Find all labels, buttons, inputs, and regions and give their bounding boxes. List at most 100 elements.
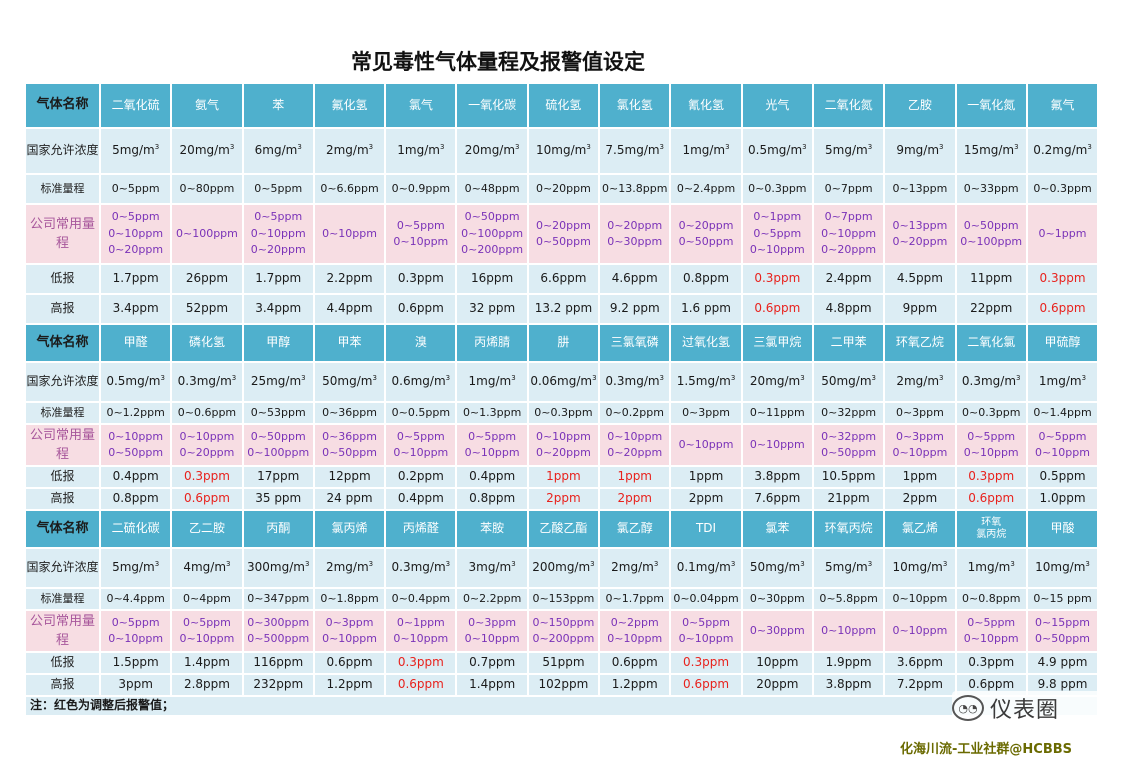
gas-name-header: 气体名称 [24,323,101,363]
unit-exponent: 3 [511,560,516,569]
standard-range-label: 标准量程 [24,587,101,611]
gas-name-cell: 氯气 [384,82,458,129]
gas-name-cell: 过氧化氢 [669,323,743,363]
gas-name-cell: 肼 [526,323,601,363]
standard-range-cell: 0~7ppm [811,173,886,205]
low-alarm-cell: 1ppm [526,465,601,489]
concentration-value: 3mg/m [468,560,512,575]
standard-range-cell: 0~1.8ppm [312,587,387,611]
standard-range-cell: 0~0.6ppm [170,401,244,425]
company-range-value: 0~100ppm [461,226,524,240]
unit-exponent: 3 [1016,374,1021,383]
concentration-cell: 25mg/m3 [241,361,315,403]
low-alarm-cell: 10ppm [740,651,814,675]
gas-name-cell: 二氧化氯 [954,323,1028,363]
company-range-cell: 0~5ppm 0~10ppm [1025,423,1100,467]
unit-exponent: 3 [730,560,736,569]
low-alarm-cell: 2.4ppm [811,263,886,295]
high-alarm-cell: 1.2ppm [312,673,387,697]
concentration-cell: 5mg/m3 [811,547,886,589]
concentration-label-text: 国家允许浓度 [26,374,99,389]
standard-range-cell: 0~13ppm [883,173,957,205]
standard-range-cell: 0~30ppm [740,587,814,611]
company-range-value: 0~50ppm [821,446,877,459]
high-alarm-cell: 3ppm [98,673,173,697]
company-range-cell: 0~2ppm 0~10ppm [598,609,672,653]
company-range-cell: 0~50ppm 0~100ppm [241,423,315,467]
high-alarm-cell: 2ppm [669,487,743,511]
standard-range-cell: 0~5ppm [98,173,173,205]
gas-name-cell: 一氧化氮 [954,82,1028,129]
concentration-value: 0.6mg/m [391,374,446,389]
concentration-value: 50mg/m [821,374,872,389]
standard-range-cell: 0~32ppm [811,401,886,425]
company-range-cell: 0~5ppm 0~10ppm [384,423,458,467]
gas-name-cell: 光气 [740,82,814,129]
company-range-value: 0~13ppm [892,218,948,232]
high-alarm-cell: 52ppm [170,293,244,325]
high-alarm-cell: 24 ppm [312,487,387,511]
standard-range-row: 标准量程 0~5ppm 0~80ppm 0~5ppm 0~6.6ppm 0~0.9ppm 0… [24,173,1100,205]
company-range-value: 0~5ppm [182,615,231,629]
company-range-value: 0~20ppm [678,218,734,232]
unit-exponent: 3 [368,143,374,152]
company-range-value: 0~1ppm [753,210,802,224]
company-range-cell: 0~5ppm 0~10ppm 0~20ppm [241,203,315,265]
unit-exponent: 3 [867,560,873,569]
unit-exponent: 3 [942,560,948,569]
standard-range-cell: 0~20ppm [526,173,601,205]
concentration-cell: 0.6mg/m3 [384,361,458,403]
standard-range-cell: 0~1.2ppm [98,401,173,425]
high-alarm-cell: 35 ppm [241,487,315,511]
concentration-label-text: 国家允许浓度 [26,143,99,158]
concentration-cell: 10mg/m3 [526,127,601,175]
concentration-value: 7.5mg/m [605,143,660,158]
company-range-cell: 0~50ppm 0~100ppm [954,203,1028,265]
company-range-value: 0~10ppm [749,243,805,257]
low-alarm-label: 低报 [24,465,101,489]
gas-name-cell: 甲醇 [241,323,315,363]
gas-name-header: 气体名称 [24,82,101,129]
company-range-value: 0~20ppm [535,446,591,459]
low-alarm-label: 低报 [24,651,101,675]
company-range-cell: 0~300ppm 0~500ppm [241,609,315,653]
unit-exponent: 3 [231,374,237,383]
concentration-cell: 2mg/m3 [312,127,387,175]
gas-name-cell: 甲酸 [1025,509,1100,549]
gas-name-cell: 甲醛 [98,323,173,363]
concentration-cell: 1.5mg/m3 [669,361,743,403]
high-alarm-cell: 4.8ppm [811,293,886,325]
standard-range-cell: 0~0.3ppm [1025,173,1100,205]
concentration-value: 0.3mg/m [391,560,446,575]
concentration-value: 1mg/m [468,374,512,389]
company-range-value: 0~200ppm [532,632,595,645]
high-alarm-cell: 3.4ppm [241,293,315,325]
concentration-value: 1mg/m [397,143,440,158]
concentration-value: 0.3mg/m [177,374,232,389]
standard-range-cell: 0~33ppm [954,173,1028,205]
concentration-cell: 1mg/m3 [1025,361,1100,403]
gas-name-cell: 氟化氢 [312,82,387,129]
company-range-value: 0~10ppm [892,446,948,459]
high-alarm-cell: 1.2ppm [598,673,672,697]
company-range-cell: 0~5ppm 0~10ppm 0~20ppm [98,203,173,265]
gas-name-cell: 二硫化碳 [98,509,173,549]
concentration-label: 国家允许浓度 [24,361,101,403]
concentration-cell: 200mg/m3 [526,547,601,589]
high-alarm-cell: 20ppm [740,673,814,697]
company-range-value: 0~3ppm [468,615,517,629]
unit-exponent: 3 [800,374,805,383]
company-range-value: 0~2ppm [610,615,659,629]
concentration-cell: 20mg/m3 [170,127,244,175]
company-range-cell: 0~10ppm 0~20ppm [170,423,244,467]
standard-range-cell: 0~0.3ppm [740,173,814,205]
company-range-value: 0~7ppm [824,210,873,224]
unit-exponent: 3 [368,560,374,569]
company-range-cell: 0~1ppm 0~10ppm [384,609,458,653]
company-range-value: 0~100ppm [247,446,310,459]
concentration-cell: 0.1mg/m3 [669,547,743,589]
low-alarm-cell: 0.3ppm [669,651,743,675]
low-alarm-row: 低报 1.5ppm 1.4ppm 116ppm 0.6ppm 0.3ppm 0.7ppm 51… [24,651,1100,675]
concentration-cell: 0.5mg/m3 [740,127,814,175]
standard-range-cell: 0~3ppm [883,401,957,425]
